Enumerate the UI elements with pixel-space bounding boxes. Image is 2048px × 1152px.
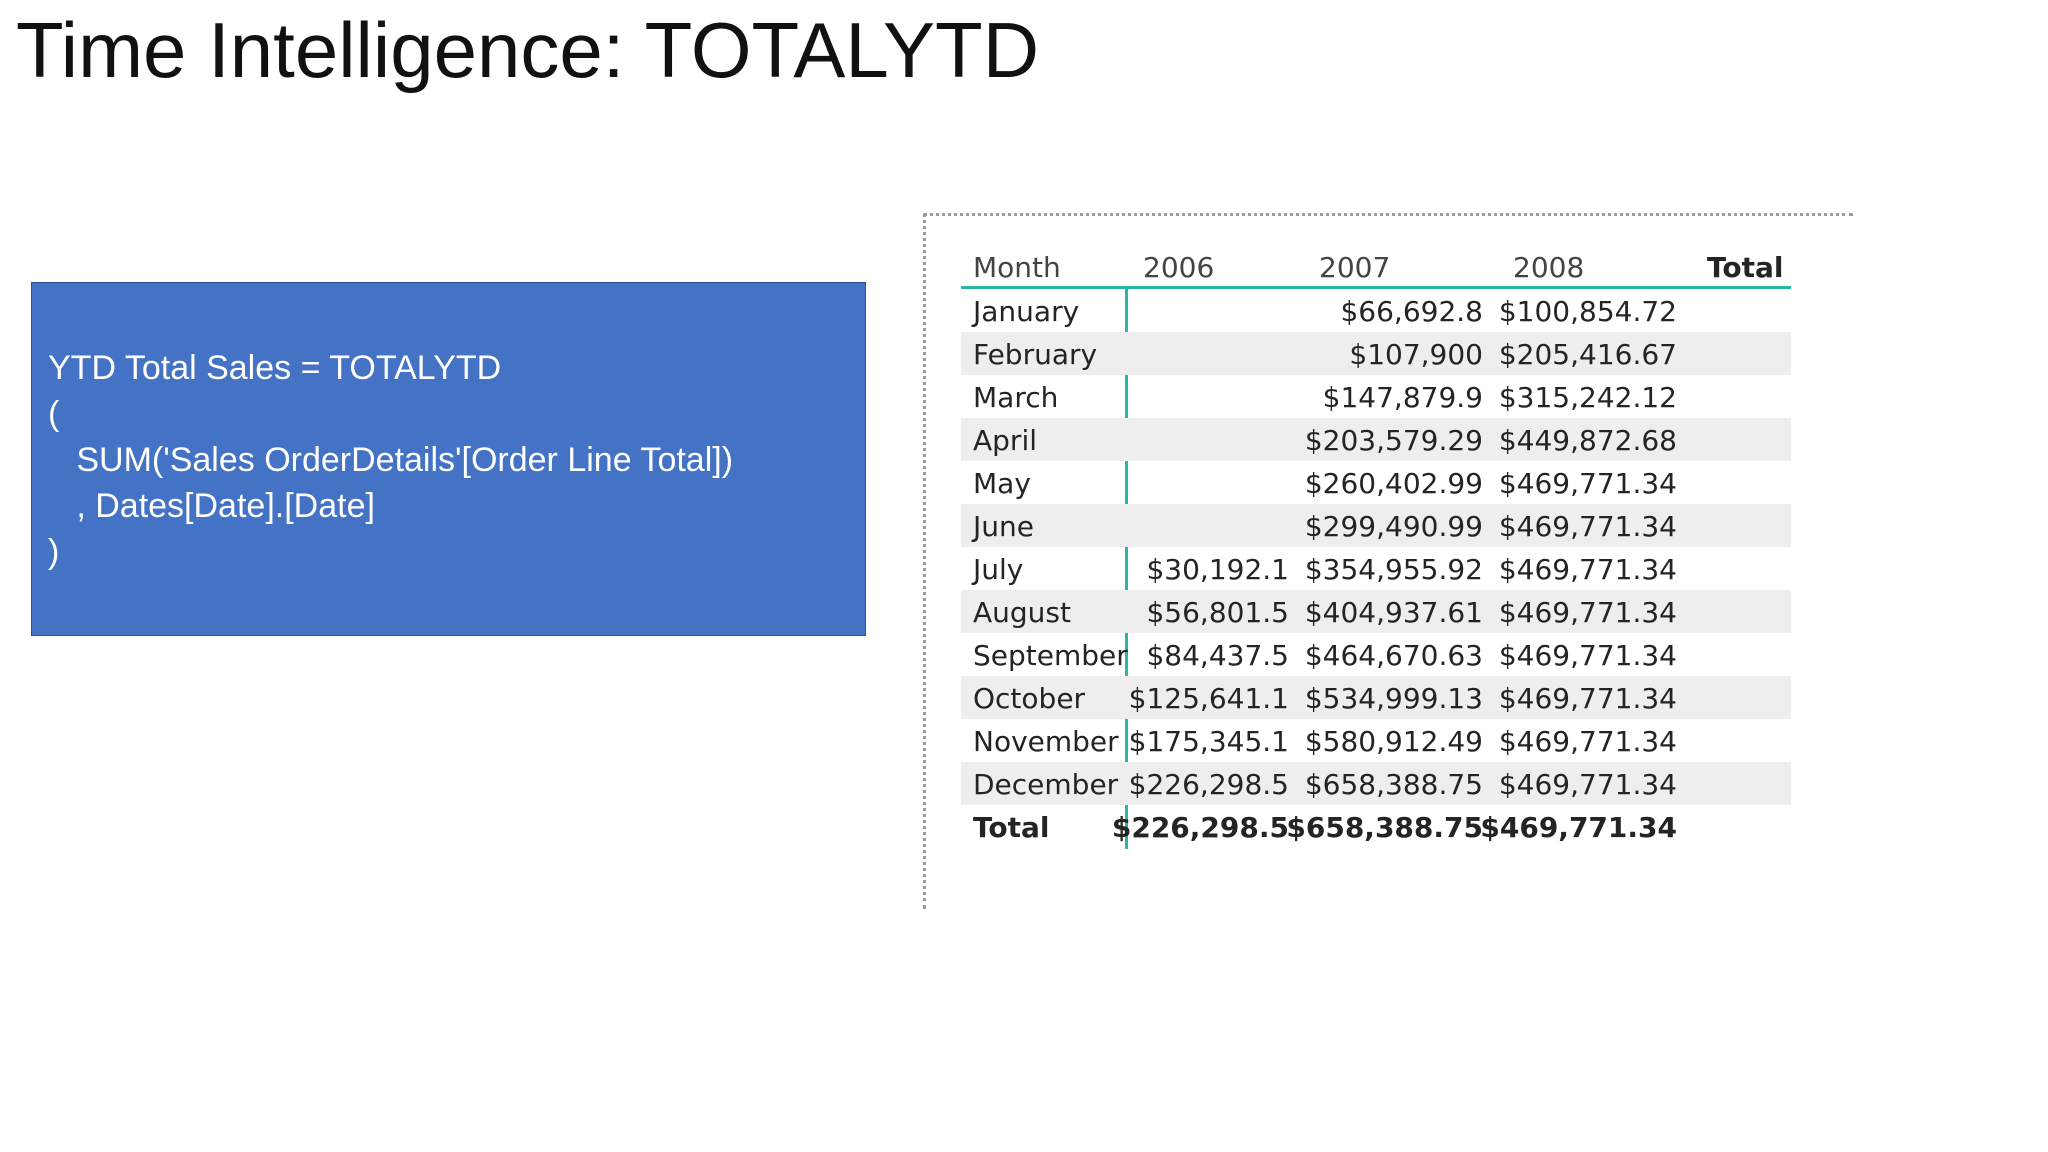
table-row: April $203,579.29 $449,872.68 — [961, 418, 1791, 461]
cell-2007: $580,912.49 — [1304, 725, 1483, 758]
table-row: March $147,879.9 $315,242.12 — [961, 375, 1791, 418]
table-row: December $226,298.5 $658,388.75 $469,771.34 — [961, 762, 1791, 805]
formula-line: SUM('Sales OrderDetails'[Order Line Tota… — [48, 441, 734, 479]
table-row: July $30,192.1 $354,955.92 $469,771.34 — [961, 547, 1791, 590]
column-header-2007[interactable]: 2007 — [1319, 251, 1391, 284]
formula-line: , Dates[Date].[Date] — [48, 487, 375, 525]
cell-2008: $469,771.34 — [1498, 682, 1677, 715]
cell-2006: $175,345.1 — [1128, 725, 1289, 758]
table-row: January $66,692.8 $100,854.72 — [961, 289, 1791, 332]
formula-line: ( — [48, 395, 60, 433]
cell-2008: $205,416.67 — [1498, 338, 1677, 371]
row-header-month: August — [973, 596, 1071, 629]
column-header-2006[interactable]: 2006 — [1143, 251, 1215, 284]
row-header-month: April — [973, 424, 1037, 457]
row-header-month: July — [973, 553, 1024, 586]
cell-2007: $299,490.99 — [1304, 510, 1483, 543]
slide-title: Time Intelligence: TOTALYTD — [16, 6, 1040, 94]
ytd-sales-matrix: Month 2006 2007 2008 Total January $66,69… — [961, 227, 1791, 849]
cell-2007: $534,999.13 — [1304, 682, 1483, 715]
cell-2008: $469,771.34 — [1498, 725, 1677, 758]
cell-2008: $469,771.34 — [1498, 639, 1677, 672]
cell-2007: $658,388.75 — [1286, 811, 1483, 844]
dax-formula-box: YTD Total Sales = TOTALYTD ( SUM('Sales … — [31, 282, 866, 636]
formula-line: YTD Total Sales = TOTALYTD — [48, 349, 502, 387]
cell-2006: $56,801.5 — [1146, 596, 1289, 629]
dax-formula-lines: YTD Total Sales = TOTALYTD ( SUM('Sales … — [48, 345, 733, 575]
row-header-divider — [1125, 289, 1128, 849]
column-header-2008[interactable]: 2008 — [1513, 251, 1585, 284]
cell-2007: $147,879.9 — [1322, 381, 1483, 414]
matrix-visual[interactable]: Month 2006 2007 2008 Total January $66,69… — [923, 213, 1853, 909]
row-header-month: June — [973, 510, 1034, 543]
row-header-month: May — [973, 467, 1031, 500]
cell-2007: $203,579.29 — [1304, 424, 1483, 457]
cell-2008: $469,771.34 — [1498, 467, 1677, 500]
cell-2007: $107,900 — [1349, 338, 1483, 371]
cell-2007: $66,692.8 — [1340, 295, 1483, 328]
matrix-body: January $66,692.8 $100,854.72 February $107,… — [961, 289, 1791, 849]
table-row: October $125,641.1 $534,999.13 $469,771.34 — [961, 676, 1791, 719]
visual-border-left — [923, 213, 926, 909]
row-header-month: January — [973, 295, 1080, 328]
cell-2007: $658,388.75 — [1304, 768, 1483, 801]
row-header-month: Total — [973, 811, 1050, 844]
cell-2008: $469,771.34 — [1498, 553, 1677, 586]
cell-2006: $84,437.5 — [1146, 639, 1289, 672]
table-row: May $260,402.99 $469,771.34 — [961, 461, 1791, 504]
visual-border-top — [923, 213, 1853, 216]
cell-2008: $469,771.34 — [1498, 768, 1677, 801]
row-header-month: March — [973, 381, 1059, 414]
row-header-month: October — [973, 682, 1086, 715]
cell-2006: $30,192.1 — [1146, 553, 1289, 586]
cell-2008: $100,854.72 — [1498, 295, 1677, 328]
table-row: August $56,801.5 $404,937.61 $469,771.34 — [961, 590, 1791, 633]
formula-line: ) — [48, 533, 60, 571]
cell-2008: $469,771.34 — [1480, 811, 1677, 844]
cell-2006: $226,298.5 — [1111, 811, 1289, 844]
row-header-month: February — [973, 338, 1098, 371]
cell-2008: $469,771.34 — [1498, 510, 1677, 543]
cell-2007: $354,955.92 — [1304, 553, 1483, 586]
table-row: November $175,345.1 $580,912.49 $469,771.34 — [961, 719, 1791, 762]
table-row: February $107,900 $205,416.67 — [961, 332, 1791, 375]
cell-2006: $226,298.5 — [1128, 768, 1289, 801]
cell-2007: $404,937.61 — [1304, 596, 1483, 629]
row-header-month: September — [973, 639, 1128, 672]
column-header-total[interactable]: Total — [1707, 251, 1784, 284]
cell-2006: $125,641.1 — [1128, 682, 1289, 715]
row-header-month: November — [973, 725, 1119, 758]
column-header-month[interactable]: Month — [973, 251, 1061, 284]
table-row: September $84,437.5 $464,670.63 $469,771.34 — [961, 633, 1791, 676]
cell-2008: $449,872.68 — [1498, 424, 1677, 457]
cell-2007: $464,670.63 — [1304, 639, 1483, 672]
table-row: June $299,490.99 $469,771.34 — [961, 504, 1791, 547]
cell-2007: $260,402.99 — [1304, 467, 1483, 500]
cell-2008: $315,242.12 — [1498, 381, 1677, 414]
total-row: Total $226,298.5 $658,388.75 $469,771.34 — [961, 805, 1791, 848]
matrix-header-row: Month 2006 2007 2008 Total — [961, 227, 1791, 289]
row-header-month: December — [973, 768, 1119, 801]
cell-2008: $469,771.34 — [1498, 596, 1677, 629]
